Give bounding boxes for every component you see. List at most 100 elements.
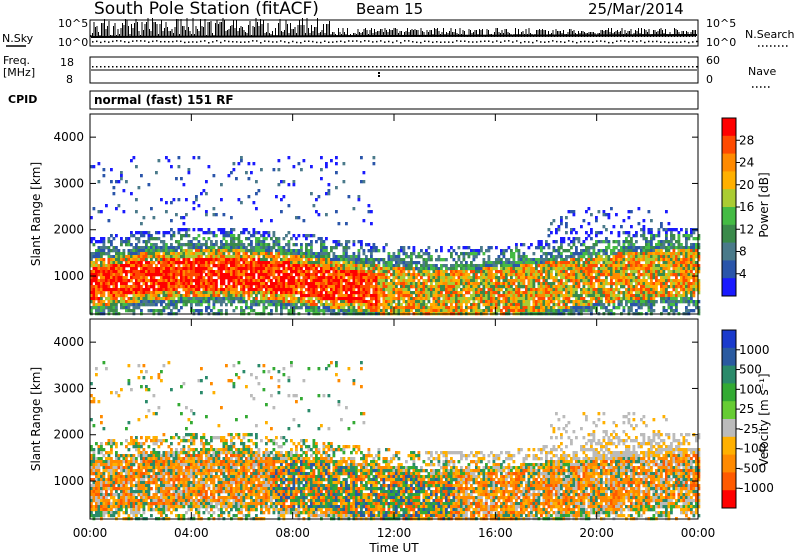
data-cell	[395, 297, 398, 301]
data-cell	[557, 228, 561, 232]
data-cell	[220, 183, 223, 187]
data-cell	[405, 264, 408, 268]
data-cell	[560, 261, 563, 265]
data-cell	[160, 291, 163, 295]
data-cell	[352, 258, 356, 262]
data-cell	[152, 297, 156, 301]
freq-point	[336, 66, 338, 68]
data-cell	[535, 291, 538, 295]
data-cell	[182, 300, 186, 304]
data-cell	[190, 291, 193, 295]
data-cell	[385, 270, 388, 274]
data-cell	[422, 282, 426, 286]
data-cell	[447, 279, 451, 283]
freq-point	[244, 66, 246, 68]
data-cell	[327, 309, 331, 313]
data-cell	[502, 285, 506, 289]
data-cell	[92, 294, 96, 298]
freq-point	[692, 66, 694, 68]
data-cell	[120, 267, 123, 271]
data-cell	[407, 297, 411, 301]
data-cell	[132, 246, 136, 250]
data-cell	[430, 279, 433, 283]
data-cell	[377, 258, 381, 262]
data-cell	[365, 264, 368, 268]
data-cell	[147, 291, 151, 295]
data-cell	[420, 306, 423, 310]
data-cell	[112, 279, 116, 283]
data-cell	[320, 297, 323, 301]
data-cell	[292, 183, 296, 187]
data-cell	[302, 219, 306, 223]
freq-point	[144, 66, 146, 68]
data-cell	[185, 231, 188, 235]
data-cell	[517, 282, 521, 286]
data-cell	[515, 243, 518, 247]
data-cell	[492, 264, 496, 268]
data-cell	[165, 270, 168, 274]
data-cell	[542, 267, 546, 271]
data-cell	[337, 261, 341, 265]
data-cell	[242, 300, 246, 304]
data-cell	[405, 291, 408, 295]
data-cell	[362, 273, 366, 277]
data-cell	[427, 279, 431, 283]
data-cell	[130, 252, 133, 256]
data-cell	[425, 282, 428, 286]
freq-point	[672, 66, 674, 68]
data-cell	[492, 297, 496, 301]
data-cell	[455, 267, 458, 271]
data-cell	[157, 237, 161, 241]
data-cell	[502, 279, 506, 283]
data-cell	[335, 276, 338, 280]
data-cell	[165, 267, 168, 271]
data-cell	[230, 264, 233, 268]
data-cell	[97, 252, 101, 256]
data-cell	[215, 282, 218, 286]
data-cell	[300, 282, 303, 286]
data-cell	[252, 255, 256, 259]
data-cell	[370, 297, 373, 301]
data-cell	[175, 282, 178, 286]
data-cell	[242, 288, 246, 292]
data-cell	[400, 309, 403, 313]
data-cell	[210, 255, 213, 259]
data-cell	[325, 276, 328, 280]
data-cell	[157, 288, 161, 292]
data-cell	[557, 303, 561, 307]
freq-point	[480, 66, 482, 68]
data-cell	[387, 252, 391, 256]
data-cell	[162, 264, 166, 268]
data-cell	[385, 261, 388, 265]
freq-point	[460, 66, 462, 68]
data-cell	[112, 303, 116, 307]
data-cell	[165, 273, 168, 277]
data-cell	[515, 276, 518, 280]
data-cell	[435, 303, 438, 307]
data-cell	[437, 303, 441, 307]
data-cell	[192, 300, 196, 304]
data-cell	[205, 300, 208, 304]
data-cell	[367, 264, 371, 268]
data-cell	[460, 300, 463, 304]
data-cell	[135, 270, 138, 274]
data-cell	[265, 282, 268, 286]
data-cell	[220, 228, 223, 232]
data-cell	[297, 252, 301, 256]
data-cell	[345, 291, 348, 295]
data-cell	[347, 255, 351, 259]
nsearch-point	[432, 41, 434, 44]
data-cell	[520, 267, 523, 271]
data-cell	[405, 267, 408, 271]
data-cell	[275, 282, 278, 286]
data-cell	[450, 273, 453, 277]
data-cell	[110, 180, 113, 184]
nave-point	[378, 75, 380, 77]
data-cell	[585, 237, 588, 241]
data-cell	[277, 303, 281, 307]
data-cell	[175, 252, 178, 256]
data-cell	[320, 249, 323, 253]
data-cell	[157, 249, 161, 253]
data-cell	[465, 267, 468, 271]
data-cell	[90, 276, 93, 280]
